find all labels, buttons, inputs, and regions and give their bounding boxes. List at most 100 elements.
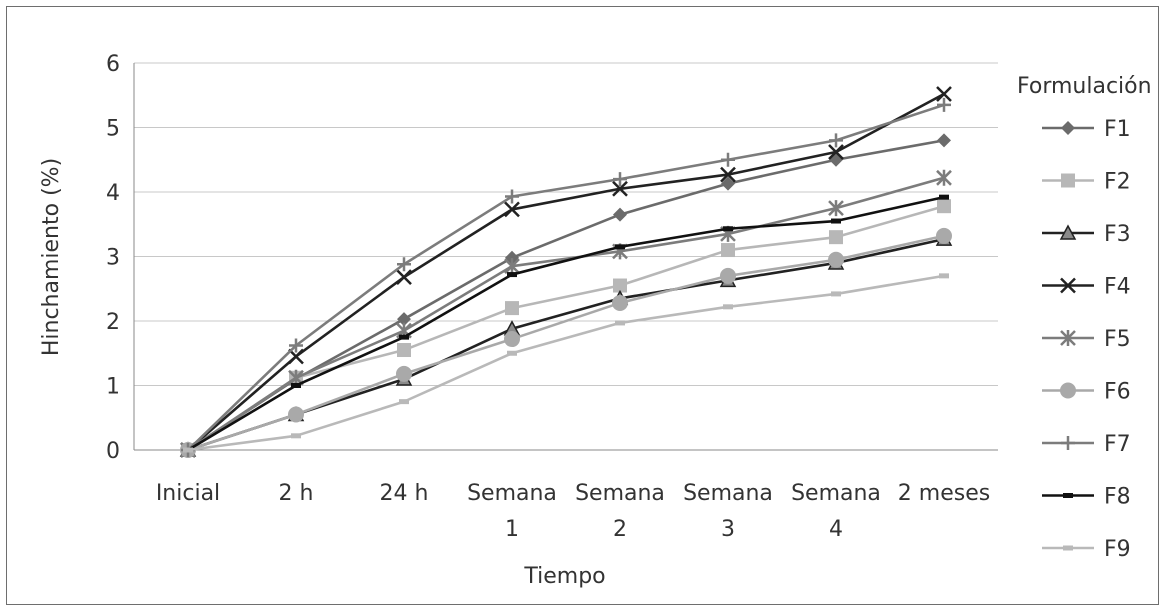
data-point <box>504 258 520 275</box>
legend-label: F4 <box>1104 275 1131 300</box>
data-point <box>720 267 736 284</box>
legend-marker <box>1061 121 1075 135</box>
data-point <box>937 199 951 214</box>
data-point <box>721 243 735 258</box>
legend-marker <box>1061 173 1075 188</box>
legend-label: F2 <box>1104 170 1131 195</box>
data-point <box>721 152 735 167</box>
grid-lines <box>134 62 998 386</box>
data-point <box>721 176 735 191</box>
data-point <box>397 343 411 358</box>
data-point <box>939 273 949 279</box>
series-line <box>187 176 945 452</box>
series-group <box>179 86 953 458</box>
data-point <box>828 144 844 160</box>
legend-item-f1: F1 <box>1042 117 1131 142</box>
legend-item-f9: F9 <box>1042 537 1131 562</box>
data-point <box>613 207 627 222</box>
series-line <box>187 274 945 452</box>
legend-title: Formulación <box>1017 74 1152 99</box>
y-tick-label: 6 <box>106 52 120 77</box>
legend-label: F9 <box>1104 537 1131 562</box>
y-tick-label: 1 <box>106 375 120 400</box>
data-point <box>936 227 952 244</box>
y-tick-label: 3 <box>106 246 120 271</box>
x-tick-label: Semana 4 <box>791 481 881 542</box>
y-tick-label: 0 <box>106 439 120 464</box>
data-point <box>396 269 412 286</box>
data-point <box>615 244 625 250</box>
legend-item-f8: F8 <box>1042 485 1131 510</box>
data-point <box>399 334 409 340</box>
legend-item-f5: F5 <box>1042 327 1131 352</box>
data-point <box>505 301 519 316</box>
data-point <box>291 383 301 388</box>
series-line <box>187 234 945 452</box>
legend-marker <box>1060 382 1076 399</box>
data-point <box>399 399 409 405</box>
x-axis-title: Tiempo <box>523 564 605 589</box>
legend-marker <box>1061 436 1075 450</box>
x-tick-label: Semana 2 <box>575 481 665 542</box>
data-point <box>504 201 520 218</box>
legend-label: F7 <box>1104 432 1131 457</box>
data-point <box>397 257 411 272</box>
legend-item-f6: F6 <box>1042 380 1131 405</box>
data-point <box>612 294 628 311</box>
data-point <box>937 133 951 148</box>
chart-frame <box>6 6 1159 605</box>
series-line <box>187 204 945 452</box>
legend-marker <box>1063 545 1073 551</box>
legend-marker <box>1059 224 1077 240</box>
data-point <box>613 278 627 293</box>
y-tick-label: 2 <box>106 310 120 335</box>
data-point <box>505 189 519 204</box>
data-point <box>291 433 301 439</box>
legend-label: F5 <box>1104 327 1131 352</box>
legend-item-f2: F2 <box>1042 170 1131 195</box>
series-f7 <box>181 97 951 457</box>
data-point <box>507 272 517 278</box>
data-point <box>612 180 628 197</box>
legend-marker <box>1060 277 1076 294</box>
data-point <box>723 304 733 310</box>
data-point <box>289 338 303 353</box>
legend-item-f7: F7 <box>1042 432 1131 457</box>
legend-marker <box>1060 330 1076 346</box>
data-point <box>504 331 520 348</box>
x-tick-label: Semana 1 <box>467 481 557 542</box>
legend-item-f3: F3 <box>1042 222 1131 247</box>
x-tick-label: Inicial <box>156 481 220 506</box>
legend-marker <box>1063 493 1073 498</box>
data-point <box>288 406 304 423</box>
data-point <box>829 230 843 245</box>
series-line <box>187 195 945 452</box>
y-axis-title: Hinchamiento (%) <box>39 158 64 356</box>
y-tick-label: 5 <box>106 117 120 142</box>
data-point <box>939 194 949 200</box>
x-tick-label: Semana 3 <box>683 481 773 542</box>
data-point <box>937 97 951 112</box>
data-point <box>723 226 733 232</box>
legend-label: F1 <box>1104 117 1131 142</box>
y-tick-labels: 0 1 2 3 4 5 6 <box>106 52 120 464</box>
series-f9 <box>183 273 949 453</box>
data-point <box>936 86 952 102</box>
data-point <box>720 166 736 183</box>
data-point <box>831 218 841 224</box>
x-tick-label: 2 h <box>279 481 314 506</box>
data-point <box>507 350 517 356</box>
data-point <box>828 200 844 217</box>
legend: Formulación F1 F2 F3 F4 F5 F6 F7 F8 F9 <box>1017 74 1152 562</box>
data-point <box>829 133 843 148</box>
legend-label: F6 <box>1104 380 1131 405</box>
data-point <box>397 312 411 327</box>
series-line <box>187 103 945 451</box>
data-point <box>828 251 844 268</box>
data-point <box>396 365 412 382</box>
legend-item-f4: F4 <box>1042 275 1131 300</box>
axes <box>133 63 998 451</box>
series-line <box>187 92 945 451</box>
data-point <box>831 291 841 297</box>
